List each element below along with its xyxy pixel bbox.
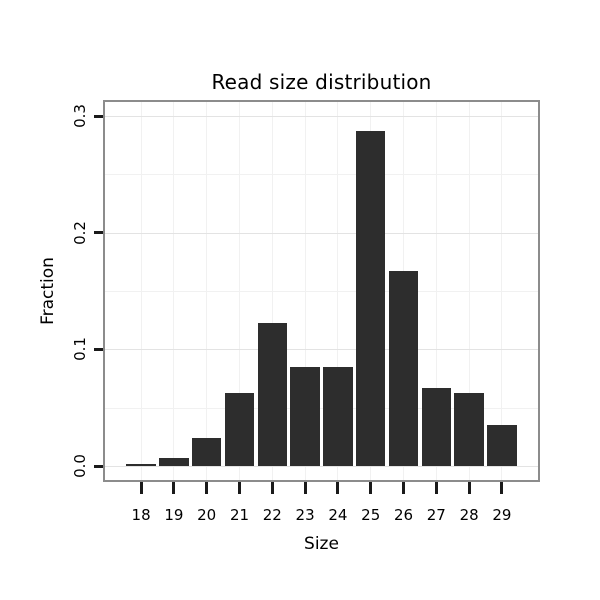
x-tick-label: 27 bbox=[426, 506, 446, 524]
bar-25 bbox=[355, 131, 386, 466]
x-tick-mark bbox=[139, 482, 143, 494]
x-tick-mark bbox=[270, 482, 274, 494]
bar-21 bbox=[224, 392, 255, 466]
bar-27 bbox=[421, 387, 452, 466]
x-tick-label: 25 bbox=[361, 506, 381, 524]
x-tick-mark bbox=[467, 482, 471, 494]
bar-24 bbox=[323, 366, 353, 466]
y-tick-mark bbox=[94, 347, 103, 351]
gridline-minor bbox=[105, 291, 538, 292]
gridline-major bbox=[105, 466, 538, 467]
x-axis-title: Size bbox=[304, 534, 339, 554]
x-tick-label: 18 bbox=[131, 506, 151, 524]
y-tick-mark bbox=[94, 464, 103, 468]
gridline-minor bbox=[105, 174, 538, 176]
x-tick-label: 20 bbox=[197, 506, 217, 524]
bar-29 bbox=[487, 425, 517, 466]
y-tick-mark bbox=[94, 114, 103, 118]
x-tick-mark bbox=[303, 482, 307, 494]
gridline-major bbox=[105, 349, 538, 351]
x-tick-label: 19 bbox=[164, 506, 184, 524]
x-tick-mark bbox=[402, 482, 405, 494]
bar-28 bbox=[454, 392, 484, 466]
bar-18 bbox=[126, 463, 156, 466]
gridline-major bbox=[105, 116, 538, 117]
x-tick-label: 23 bbox=[295, 506, 315, 524]
x-tick-mark bbox=[500, 482, 504, 494]
x-tick-mark bbox=[172, 482, 176, 494]
gridline-major bbox=[105, 232, 538, 234]
x-tick-label: 26 bbox=[393, 506, 414, 524]
x-tick-mark bbox=[434, 482, 438, 494]
x-tick-mark bbox=[237, 482, 241, 494]
x-tick-label: 28 bbox=[459, 506, 479, 524]
x-tick-label: 21 bbox=[229, 506, 250, 524]
x-tick-label: 29 bbox=[492, 506, 512, 524]
bar-19 bbox=[159, 457, 189, 466]
bar-22 bbox=[257, 322, 288, 466]
y-tick-mark bbox=[94, 231, 103, 235]
y-tick-label: 0.1 bbox=[71, 337, 89, 362]
x-tick-label: 24 bbox=[328, 506, 348, 524]
chart-title: Read size distribution bbox=[211, 70, 432, 94]
x-tick-label: 22 bbox=[262, 506, 282, 524]
x-tick-mark bbox=[336, 482, 340, 494]
bar-20 bbox=[191, 438, 222, 466]
y-tick-label: 0.3 bbox=[71, 104, 89, 128]
gridline-minor bbox=[105, 407, 538, 409]
x-tick-mark bbox=[369, 482, 373, 494]
bar-23 bbox=[290, 366, 320, 466]
bar-26 bbox=[388, 271, 419, 466]
y-tick-label: 0.2 bbox=[71, 220, 89, 245]
plot-panel bbox=[103, 100, 540, 482]
y-tick-label: 0.0 bbox=[71, 454, 89, 478]
x-tick-mark bbox=[205, 482, 209, 494]
y-axis-title: Fraction bbox=[38, 257, 58, 325]
